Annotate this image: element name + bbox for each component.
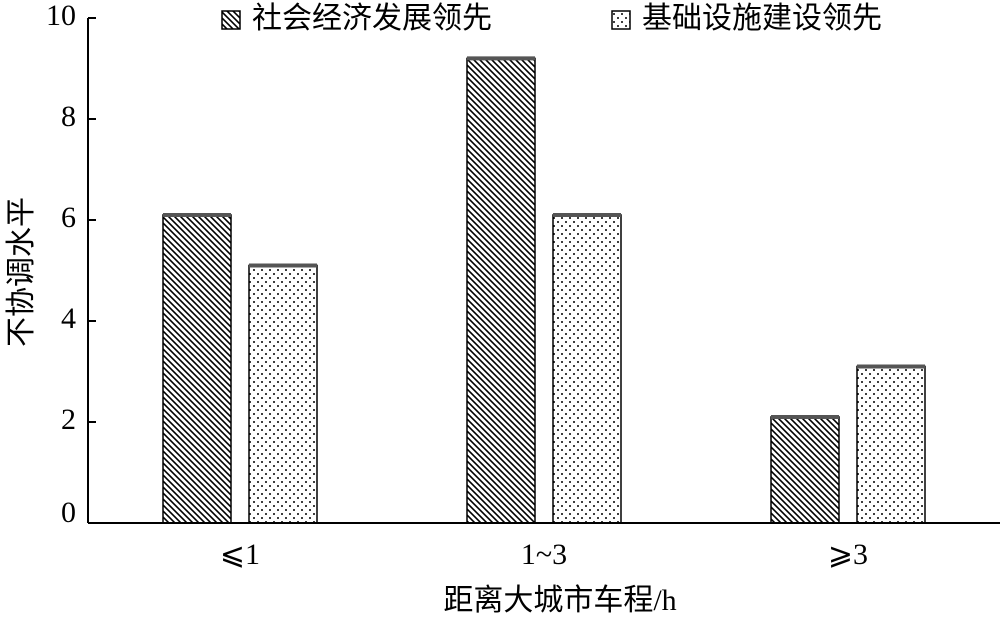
y-tick-label: 6 xyxy=(61,201,76,234)
legend-swatch xyxy=(611,10,631,30)
bar xyxy=(856,365,926,524)
y-tick-label: 2 xyxy=(61,403,76,436)
bar xyxy=(162,214,232,524)
legend-label: 社会经济发展领先 xyxy=(252,2,492,35)
bar xyxy=(770,416,840,524)
x-axis-label: 距离大城市车程/h xyxy=(443,584,676,617)
bar xyxy=(552,214,622,524)
y-tick-label: 10 xyxy=(46,0,76,32)
legend-label: 基础设施建设领先 xyxy=(642,2,882,35)
y-tick-label: 8 xyxy=(61,100,76,133)
legend-swatch xyxy=(221,10,241,30)
x-tick-label: 1~3 xyxy=(521,538,567,571)
bar xyxy=(466,57,536,524)
x-tick-label: ⩽1 xyxy=(220,538,260,571)
y-tick-label: 0 xyxy=(61,496,76,529)
bar xyxy=(248,264,318,524)
y-tick-label: 4 xyxy=(61,302,76,335)
x-tick-label: ⩾3 xyxy=(828,538,868,571)
y-axis-label: 不协调水平 xyxy=(5,197,38,347)
